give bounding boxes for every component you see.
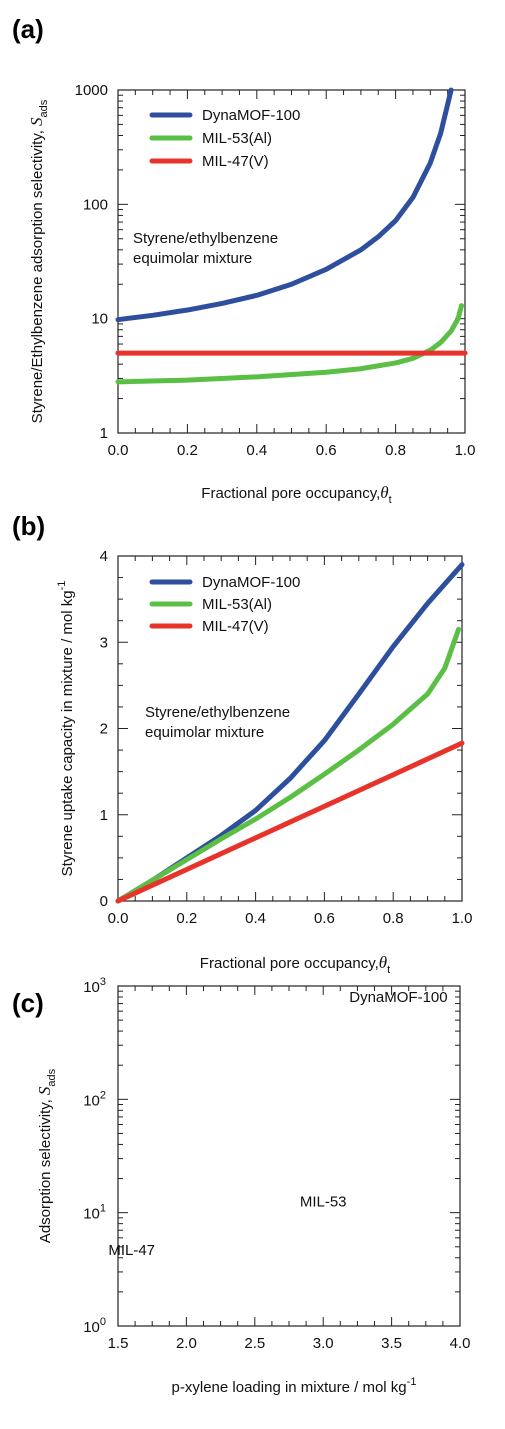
panel-a: (a) 0.0 0.2 0.4 0.6 0.8 1.0 1 10 100 1000 Fractiona… bbox=[12, 14, 475, 506]
legend-label: DynaMOF-100 bbox=[202, 107, 300, 124]
y-tick-exp: 1 bbox=[100, 1203, 106, 1215]
y-tick-label: 100 bbox=[83, 196, 108, 213]
x-axis-title: Fractional pore occupancy,θt bbox=[200, 953, 390, 976]
x-axis-title: p-xylene loading in mixture / mol kg-1 bbox=[172, 1376, 417, 1396]
legend-label: MIL-53(Al) bbox=[202, 130, 272, 147]
x-tick-label: 3.5 bbox=[381, 1335, 402, 1352]
y-tick-label: 1 bbox=[100, 807, 108, 824]
y-axis-superscript: -1 bbox=[56, 581, 68, 591]
x-axis-symbol: θ bbox=[380, 483, 388, 502]
series-line-dynamof-100 bbox=[115, 87, 454, 323]
x-tick-label: 0.4 bbox=[246, 442, 267, 459]
y-axis-symbol: S bbox=[27, 117, 46, 126]
legend: DynaMOF-100 MIL-53(Al) MIL-47(V) bbox=[149, 574, 300, 635]
x-tick-label: 0.6 bbox=[314, 910, 335, 927]
panel-c: (c)1.5 2.0 2.5 3.0 3.5 4.0100101102103p-xylen… bbox=[12, 976, 470, 1396]
y-tick-label: 4 bbox=[100, 548, 108, 565]
y-tick-label: 100 bbox=[83, 1316, 106, 1336]
x-tick-label: 0.8 bbox=[385, 442, 406, 459]
y-tick-label: 10 bbox=[91, 311, 108, 328]
y-tick-base: 10 bbox=[83, 1206, 100, 1223]
y-tick-label: 103 bbox=[83, 976, 106, 996]
panel-b: (b) 0.0 0.2 0.4 0.6 0.8 1.0 0 1 2 3 4 Fractional por… bbox=[12, 511, 472, 976]
data-label: DynaMOF-100 bbox=[349, 989, 447, 1006]
x-tick-label: 1.0 bbox=[455, 442, 476, 459]
series-line-mil-47-v bbox=[115, 740, 465, 904]
panel-label: (a) bbox=[12, 14, 44, 44]
legend: DynaMOF-100 MIL-53(Al) MIL-47(V) bbox=[149, 107, 300, 170]
series-line-mil-53-al bbox=[115, 626, 462, 904]
panel-label: (c) bbox=[12, 988, 44, 1018]
x-tick-label: 4.0 bbox=[450, 1335, 471, 1352]
annotation-text: Styrene/ethylbenzene bbox=[133, 230, 278, 247]
y-axis-title-text: Adsorption selectivity, bbox=[37, 1095, 54, 1243]
data-label: MIL-47 bbox=[108, 1242, 155, 1259]
x-tick-label: 0.2 bbox=[176, 910, 197, 927]
annotation-text: equimolar mixture bbox=[145, 724, 264, 741]
y-tick-exp: 2 bbox=[100, 1089, 106, 1101]
x-tick-label: 2.5 bbox=[244, 1335, 265, 1352]
x-tick-label: 0.0 bbox=[108, 442, 129, 459]
y-tick-label: 1000 bbox=[75, 82, 108, 99]
y-axis-symbol: S bbox=[35, 1086, 54, 1095]
x-tick-label: 0.0 bbox=[108, 910, 129, 927]
x-axis-symbol: θ bbox=[379, 953, 387, 972]
y-tick-label: 0 bbox=[100, 893, 108, 910]
x-axis-title: Fractional pore occupancy,θt bbox=[201, 483, 391, 506]
y-axis-subscript: ads bbox=[46, 1068, 58, 1086]
series-line-mil-53-al bbox=[115, 303, 465, 385]
x-tick-label: 2.0 bbox=[176, 1335, 197, 1352]
annotation-text: equimolar mixture bbox=[133, 250, 252, 267]
y-axis-title-text: Styrene uptake capacity in mixture / mol… bbox=[59, 590, 76, 876]
y-tick-base: 10 bbox=[83, 1092, 100, 1109]
data-label: MIL-53 bbox=[300, 1194, 347, 1211]
annotation-text: Styrene/ethylbenzene bbox=[145, 704, 290, 721]
y-tick-label: 102 bbox=[83, 1089, 106, 1109]
x-tick-label: 0.2 bbox=[177, 442, 198, 459]
legend-label: MIL-53(Al) bbox=[202, 596, 272, 613]
y-axis-title: Adsorption selectivity, Sads bbox=[35, 1068, 58, 1243]
y-tick-label: 3 bbox=[100, 634, 108, 651]
x-axis-subscript: t bbox=[387, 964, 390, 976]
legend-label: MIL-47(V) bbox=[202, 618, 269, 635]
x-axis-title-text: p-xylene loading in mixture / mol kg bbox=[172, 1379, 407, 1396]
x-axis-title-text: Fractional pore occupancy, bbox=[200, 955, 379, 972]
y-tick-label: 2 bbox=[100, 721, 108, 738]
y-axis-subscript: ads bbox=[38, 99, 50, 117]
y-axis-title-text: Styrene/Ethylbenzene adsorption selectiv… bbox=[29, 126, 46, 423]
x-tick-label: 3.0 bbox=[313, 1335, 334, 1352]
y-tick-exp: 0 bbox=[100, 1316, 106, 1328]
plot-frame bbox=[117, 985, 461, 1327]
y-tick-label: 101 bbox=[83, 1203, 106, 1223]
y-tick-exp: 3 bbox=[100, 976, 106, 988]
x-tick-label: 1.0 bbox=[452, 910, 473, 927]
legend-label: MIL-47(V) bbox=[202, 153, 269, 170]
y-axis-title: Styrene uptake capacity in mixture / mol… bbox=[56, 581, 76, 877]
x-tick-label: 0.8 bbox=[383, 910, 404, 927]
y-axis-title: Styrene/Ethylbenzene adsorption selectiv… bbox=[27, 99, 50, 423]
x-axis-superscript: -1 bbox=[407, 1376, 417, 1388]
panel-label: (b) bbox=[12, 511, 45, 541]
legend-label: DynaMOF-100 bbox=[202, 574, 300, 591]
x-axis-title-text: Fractional pore occupancy, bbox=[201, 485, 380, 502]
x-axis-subscript: t bbox=[389, 494, 392, 506]
y-tick-base: 10 bbox=[83, 979, 100, 996]
y-tick-label: 1 bbox=[100, 425, 108, 442]
x-tick-label: 0.6 bbox=[316, 442, 337, 459]
y-tick-base: 10 bbox=[83, 1319, 100, 1336]
x-tick-label: 0.4 bbox=[245, 910, 266, 927]
x-tick-label: 1.5 bbox=[108, 1335, 129, 1352]
